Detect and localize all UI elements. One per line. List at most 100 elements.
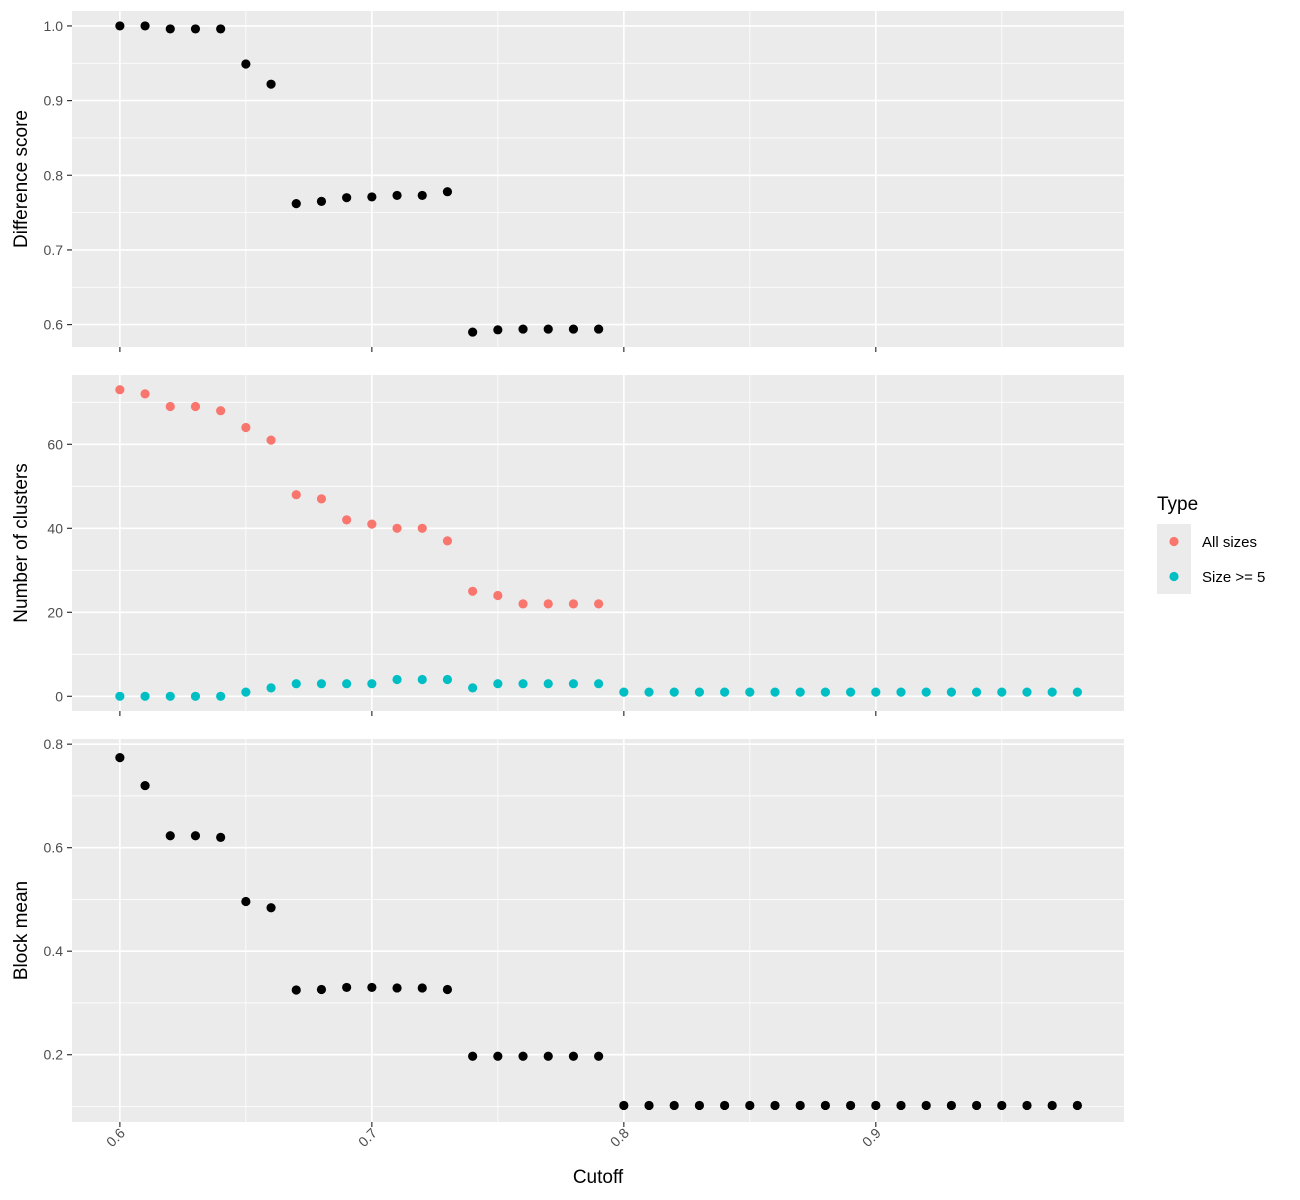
data-point (316, 196, 327, 206)
data-point (140, 389, 150, 399)
y-tick-label: 20 (47, 604, 63, 620)
panel-3: 0.6 0.7 0.8 0.9 0.2 0.4 0.6 0.8 Block mean (11, 736, 1124, 1150)
y-tick-label: 60 (47, 436, 63, 452)
data-point (518, 599, 528, 609)
data-point (921, 1100, 931, 1111)
data-point (342, 193, 352, 203)
data-point (392, 190, 402, 201)
data-point (417, 190, 427, 201)
data-point (392, 523, 402, 533)
data-point (342, 982, 352, 993)
data-point (266, 683, 276, 693)
data-point (367, 679, 377, 689)
data-point (493, 325, 503, 335)
data-point (266, 903, 276, 913)
data-point (745, 1100, 755, 1111)
data-point (367, 982, 377, 993)
data-point (568, 1051, 579, 1061)
data-point (971, 1100, 982, 1111)
data-point (619, 1100, 629, 1111)
data-point (241, 687, 251, 697)
data-point (115, 753, 125, 763)
y-tick-label: 0.6 (44, 317, 64, 333)
data-point (468, 586, 478, 596)
data-point (1072, 1100, 1082, 1111)
series-points (115, 674, 1082, 701)
panels-layer: 0.6 0.7 0.8 0.9 1.0 Difference score 0 20 40 60 Nu… (11, 11, 1124, 1150)
data-point (115, 691, 125, 701)
y-tick-label: 40 (47, 520, 63, 536)
data-point (367, 519, 377, 529)
data-point (442, 187, 453, 197)
data-point (518, 324, 528, 334)
data-point (795, 687, 805, 697)
data-point (291, 490, 301, 500)
data-point (946, 1100, 956, 1111)
data-point (594, 679, 604, 689)
y-tick-label: 0.8 (44, 736, 64, 752)
data-point (846, 1100, 856, 1111)
data-point (619, 687, 629, 697)
data-point (871, 687, 881, 697)
data-point (1022, 687, 1032, 697)
series-points (115, 21, 604, 337)
data-point (669, 1100, 679, 1111)
data-point (1047, 687, 1057, 697)
x-tick-label: 0.7 (355, 1125, 380, 1150)
data-point (543, 1051, 553, 1061)
x-tick-label: 0.8 (607, 1125, 632, 1150)
data-point (720, 687, 730, 697)
y-tick-label: 0.6 (44, 840, 64, 856)
data-point (694, 687, 705, 697)
y-tick-label: 0.7 (44, 242, 64, 258)
legend-item: All sizes (1157, 524, 1257, 559)
data-point (442, 984, 453, 995)
data-point (190, 691, 201, 701)
data-point (493, 1051, 503, 1061)
x-axis-title: Cutoff (573, 1167, 624, 1188)
legend-keys: All sizes Size >= 5 (1157, 524, 1265, 594)
y-axis-title: Difference score (11, 110, 32, 248)
data-point (216, 832, 226, 842)
y-tick-label: 0.4 (44, 943, 64, 959)
data-point (594, 599, 604, 609)
data-point (442, 536, 453, 546)
data-point (795, 1100, 805, 1111)
data-point (1072, 687, 1082, 697)
data-point (644, 687, 654, 697)
legend-key-point (1169, 571, 1179, 582)
data-point (820, 687, 831, 697)
data-point (568, 324, 579, 334)
data-point (140, 691, 150, 701)
data-point (820, 1100, 831, 1111)
data-point (291, 679, 301, 689)
data-point (165, 691, 175, 701)
data-point (594, 324, 604, 334)
data-point (367, 192, 377, 202)
data-point (1022, 1100, 1032, 1111)
data-point (241, 896, 251, 907)
data-point (291, 985, 301, 995)
data-point (417, 674, 427, 685)
data-point (568, 679, 579, 689)
data-point (770, 687, 780, 697)
data-point (543, 599, 553, 609)
data-point (745, 687, 755, 697)
data-point (871, 1100, 881, 1111)
data-point (190, 831, 201, 841)
y-tick-label: 0 (55, 688, 63, 704)
legend-key-point (1169, 536, 1179, 547)
legend-label: Size >= 5 (1202, 569, 1265, 586)
legend-title: Type (1157, 494, 1198, 515)
data-point (669, 687, 679, 697)
data-point (216, 691, 226, 701)
data-point (316, 494, 327, 504)
data-point (190, 401, 201, 412)
data-point (468, 1051, 478, 1061)
data-point (316, 679, 327, 689)
data-point (543, 679, 553, 689)
data-point (644, 1100, 654, 1111)
data-point (216, 406, 226, 416)
data-point (1047, 1100, 1057, 1111)
